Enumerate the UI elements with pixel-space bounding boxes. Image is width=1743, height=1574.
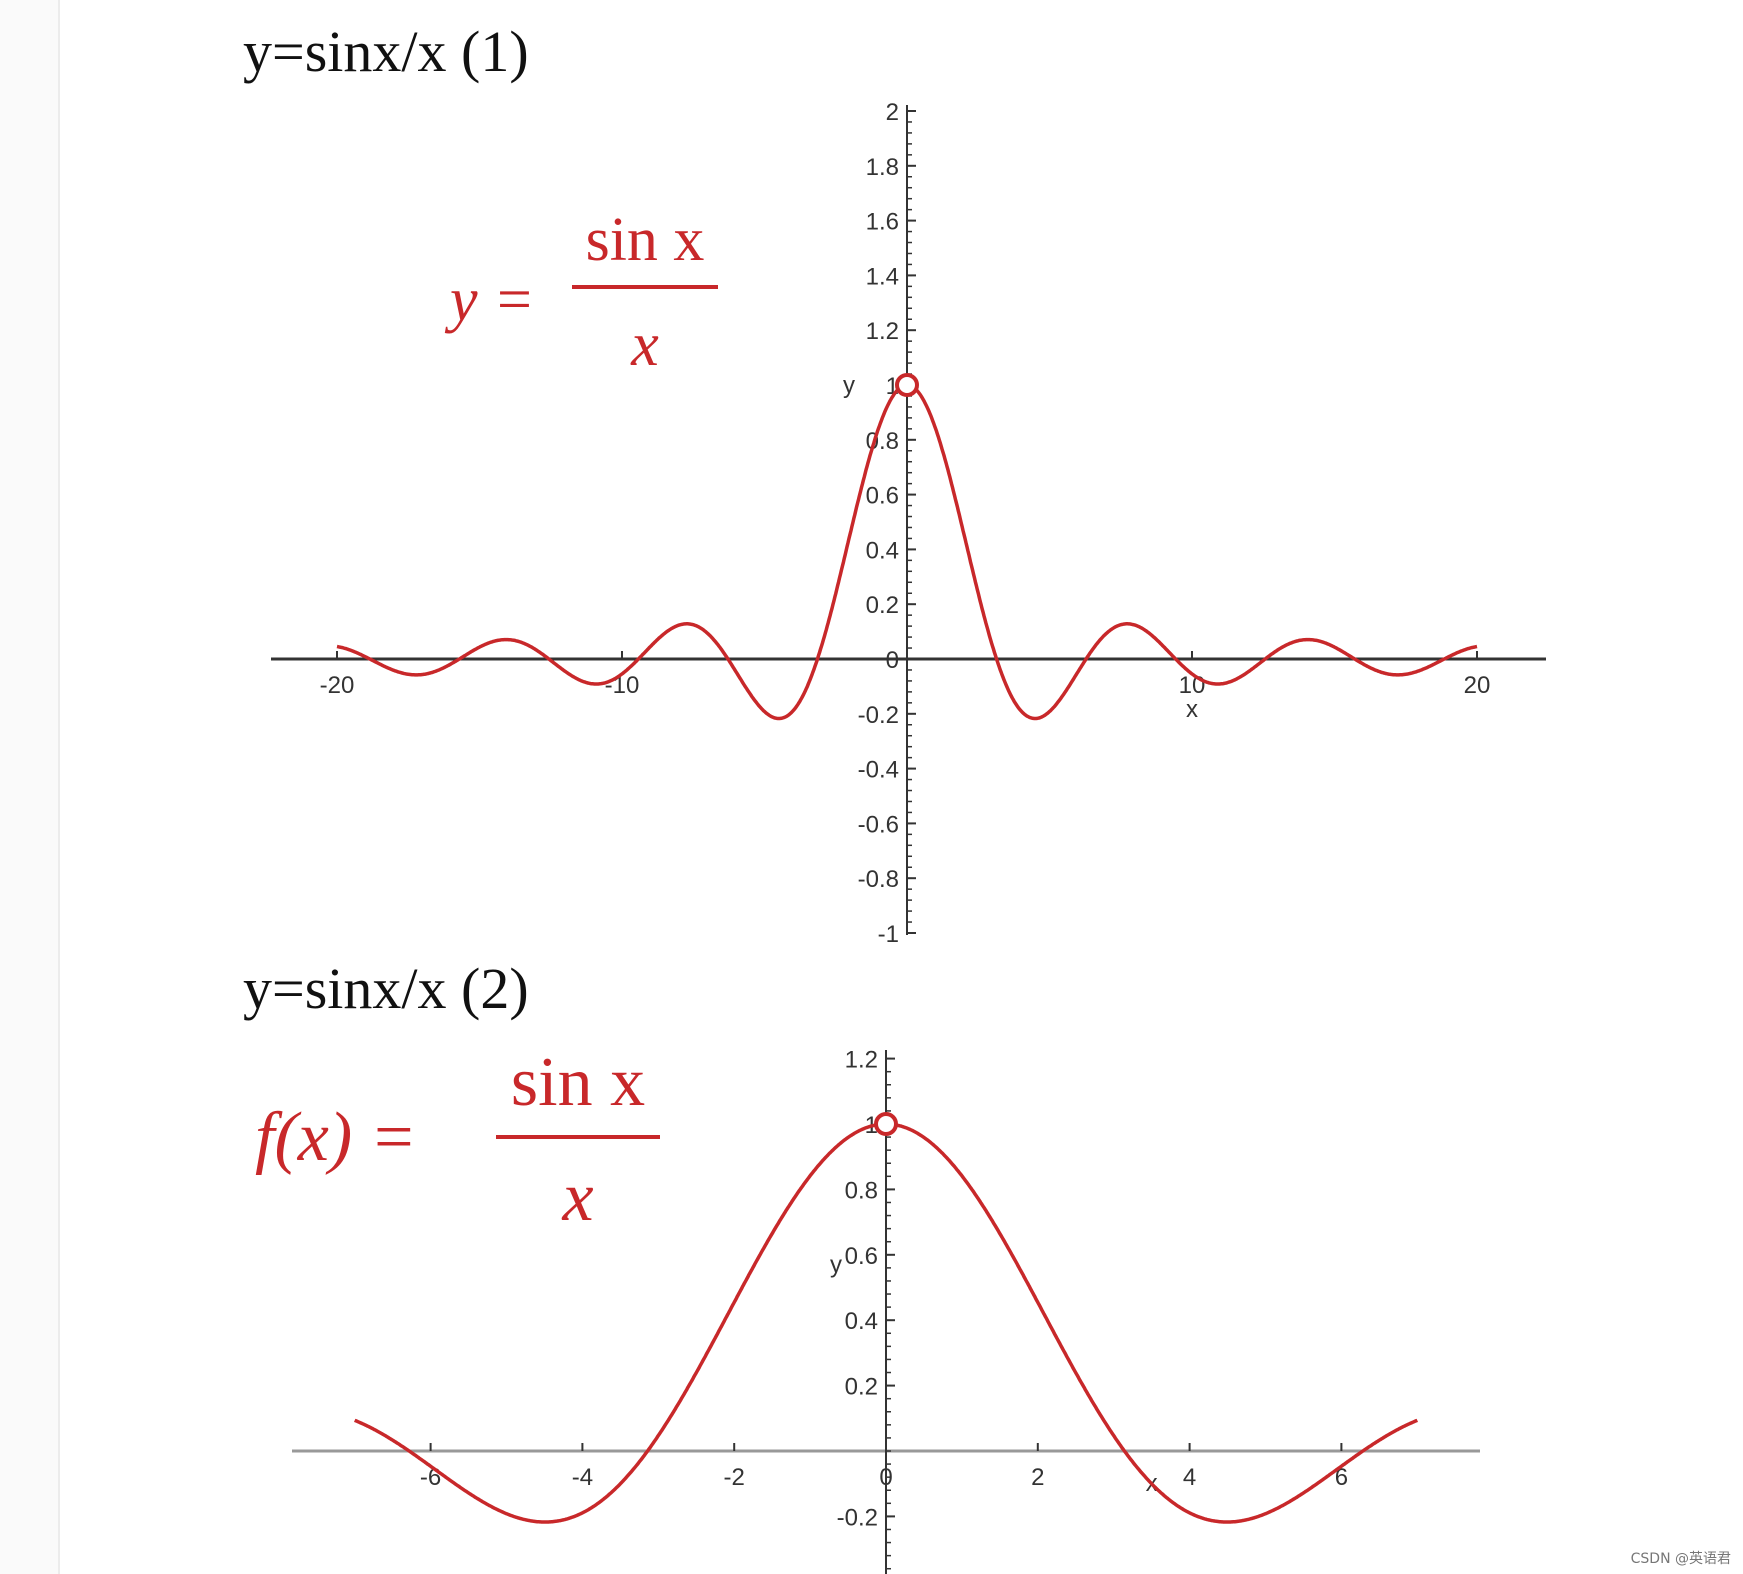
chart1-y-tick-label: -0.4	[858, 757, 899, 784]
chart1-y-tick-label: -0.6	[858, 811, 899, 838]
chart1-y-label: y	[843, 372, 855, 399]
chart1-x-tick-label: 10	[1179, 672, 1206, 699]
chart1-x-tick-label: 20	[1464, 672, 1491, 699]
chart2-x-tick-label: -2	[724, 1464, 745, 1491]
chart1-formula-denominator: x	[630, 311, 659, 379]
chart2-y-tick-label: 0.2	[845, 1374, 878, 1401]
chart1-y-tick-label: 0.4	[866, 537, 899, 564]
chart1-formula-lhs: y =	[444, 266, 535, 334]
chart1-y-tick-label: 0.2	[866, 592, 899, 619]
chart1-y-tick-label: 1.4	[866, 263, 899, 290]
chart2-y-tick-label: -0.4	[837, 1570, 878, 1574]
title-1: y=sinx/x (1)	[243, 19, 529, 84]
chart2-y-tick-label: 0.8	[845, 1177, 878, 1204]
title-2: y=sinx/x (2)	[243, 956, 529, 1021]
chart2-y-tick-label: -0.2	[837, 1504, 878, 1531]
chart2-x-tick-label: 4	[1183, 1464, 1196, 1491]
chart2-formula-denominator: x	[561, 1159, 593, 1236]
page-left-margin	[0, 0, 60, 1574]
chart1-x-tick-label: -20	[320, 672, 355, 699]
chart2-formula-numerator: sin x	[511, 1044, 645, 1121]
chart1-y-tick-label: -1	[878, 921, 899, 948]
watermark: CSDN @英语君	[1630, 1551, 1731, 1567]
chart1-removable-discontinuity-marker	[895, 373, 919, 397]
chart1-x-tick-label: -10	[605, 672, 640, 699]
chart1-y-tick-label: 1.2	[866, 318, 899, 345]
chart1-formula-numerator: sin x	[586, 206, 705, 274]
chart2-y-tick-label: 0.6	[845, 1243, 878, 1270]
chart2-y-tick-label: 1.2	[845, 1047, 878, 1074]
chart2-y-tick-label: 0.4	[845, 1308, 878, 1335]
chart2-formula-lhs: f(x) =	[255, 1099, 417, 1176]
chart1-y-tick-label: 1.8	[866, 154, 899, 181]
chart2-removable-discontinuity-marker	[874, 1112, 898, 1136]
chart1-y-tick-label: 2	[886, 99, 899, 126]
chart2-y-label: y	[830, 1252, 842, 1279]
chart1-x-label: x	[1186, 696, 1198, 723]
chart1-y-tick-label: -0.8	[858, 866, 899, 893]
chart2-x-tick-label: -4	[572, 1464, 593, 1491]
chart2-x-tick-label: 0	[879, 1464, 892, 1491]
chart2-x-tick-label: 2	[1031, 1464, 1044, 1491]
chart1-y-tick-label: 0	[886, 647, 899, 674]
chart1-y-tick-label: 1.6	[866, 209, 899, 236]
chart1-y-tick-label: 0.6	[866, 483, 899, 510]
chart1-y-tick-label: -0.2	[858, 702, 899, 729]
